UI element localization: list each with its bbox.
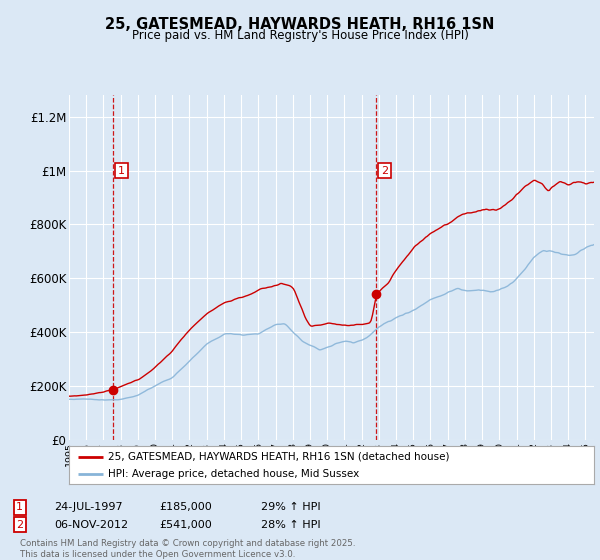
Text: Price paid vs. HM Land Registry's House Price Index (HPI): Price paid vs. HM Land Registry's House … — [131, 29, 469, 42]
Text: £185,000: £185,000 — [159, 502, 212, 512]
Text: 1: 1 — [118, 166, 125, 175]
Text: 28% ↑ HPI: 28% ↑ HPI — [261, 520, 320, 530]
Text: Contains HM Land Registry data © Crown copyright and database right 2025.
This d: Contains HM Land Registry data © Crown c… — [20, 539, 355, 559]
Text: £541,000: £541,000 — [159, 520, 212, 530]
Text: 1: 1 — [16, 502, 23, 512]
Text: HPI: Average price, detached house, Mid Sussex: HPI: Average price, detached house, Mid … — [109, 469, 359, 479]
Text: 24-JUL-1997: 24-JUL-1997 — [54, 502, 122, 512]
Text: 06-NOV-2012: 06-NOV-2012 — [54, 520, 128, 530]
Text: 25, GATESMEAD, HAYWARDS HEATH, RH16 1SN (detached house): 25, GATESMEAD, HAYWARDS HEATH, RH16 1SN … — [109, 452, 450, 462]
Text: 29% ↑ HPI: 29% ↑ HPI — [261, 502, 320, 512]
Text: 2: 2 — [16, 520, 23, 530]
Text: 25, GATESMEAD, HAYWARDS HEATH, RH16 1SN: 25, GATESMEAD, HAYWARDS HEATH, RH16 1SN — [106, 17, 494, 32]
Text: 2: 2 — [381, 166, 388, 175]
